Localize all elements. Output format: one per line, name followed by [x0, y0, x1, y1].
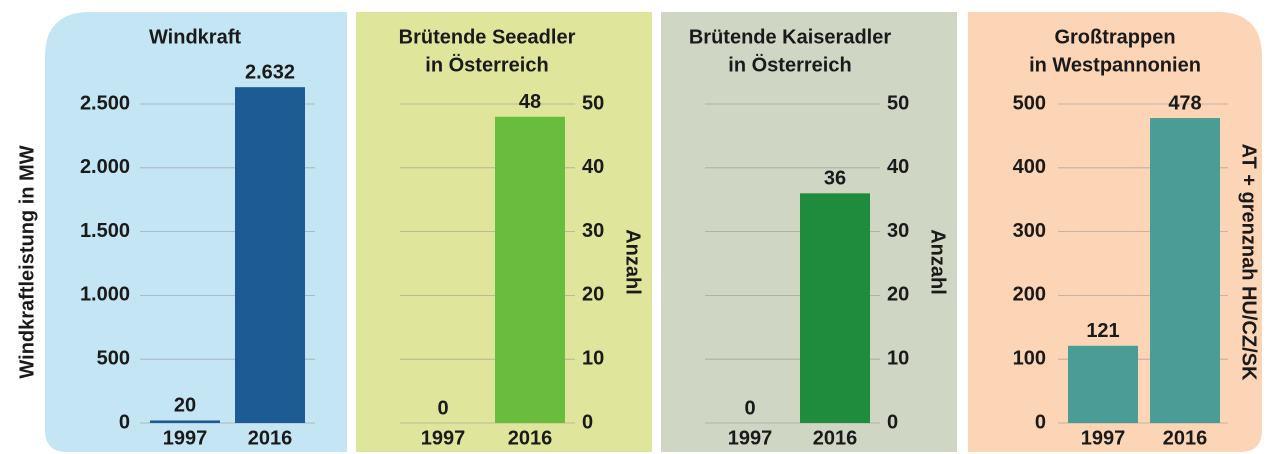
data-label: 20 — [174, 395, 196, 417]
y-tick-label: 0 — [1035, 411, 1046, 433]
y-tick-label: 30 — [582, 220, 604, 242]
data-label: 48 — [519, 91, 541, 113]
y-tick-label: 20 — [582, 284, 604, 306]
x-tick-label: 1997 — [421, 427, 466, 449]
y-tick-label: 100 — [1013, 347, 1046, 369]
bar — [495, 117, 565, 423]
chart-title: in Österreich — [728, 53, 851, 76]
x-tick-label: 1997 — [1081, 427, 1126, 449]
y-tick-label: 20 — [887, 284, 909, 306]
x-tick-label: 2016 — [508, 427, 553, 449]
bar — [235, 87, 305, 423]
y-tick-label: 0 — [119, 411, 130, 433]
y-tick-label: 40 — [887, 156, 909, 178]
y-tick-label: 1.500 — [80, 220, 130, 242]
data-label: 478 — [1168, 92, 1201, 114]
chart-title: Windkraft — [149, 26, 241, 48]
y-tick-label: 500 — [97, 347, 130, 369]
y-axis-label: AT + grenznah HU/CZ/SK — [1238, 144, 1260, 381]
y-tick-label: 30 — [887, 220, 909, 242]
y-tick-label: 1.000 — [80, 284, 130, 306]
y-tick-label: 300 — [1013, 220, 1046, 242]
bar — [800, 193, 870, 423]
chart-page: 05001.0001.5002.0002.500WindkraftWindkra… — [0, 0, 1269, 454]
y-axis-label: Windkraftleistung in MW — [16, 145, 38, 378]
bar — [150, 420, 220, 423]
data-label: 36 — [824, 168, 846, 190]
x-tick-label: 1997 — [163, 427, 208, 449]
bar — [1150, 118, 1220, 423]
y-tick-label: 400 — [1013, 156, 1046, 178]
chart-title: in Westpannonien — [1029, 54, 1201, 76]
y-tick-label: 200 — [1013, 284, 1046, 306]
y-tick-label: 0 — [887, 411, 898, 433]
data-label: 0 — [437, 397, 448, 419]
data-label: 0 — [744, 397, 755, 419]
bar — [1068, 346, 1138, 423]
y-tick-label: 2.000 — [80, 156, 130, 178]
y-tick-label: 10 — [887, 347, 909, 369]
y-axis-label: Anzahl — [622, 229, 644, 295]
y-tick-label: 0 — [582, 411, 593, 433]
x-tick-label: 2016 — [248, 427, 293, 449]
y-axis-label: Anzahl — [927, 229, 949, 295]
y-tick-label: 50 — [582, 92, 604, 114]
chart-title: Brütende Kaiseradler — [689, 26, 892, 48]
y-tick-label: 50 — [887, 92, 909, 114]
data-label: 121 — [1086, 320, 1119, 342]
x-tick-label: 2016 — [813, 427, 858, 449]
y-tick-label: 10 — [582, 347, 604, 369]
chart-title: in Österreich — [425, 53, 548, 76]
x-tick-label: 2016 — [1163, 427, 1208, 449]
chart-title: Großtrappen — [1054, 26, 1175, 48]
y-tick-label: 2.500 — [80, 92, 130, 114]
x-tick-label: 1997 — [728, 427, 773, 449]
y-tick-label: 500 — [1013, 92, 1046, 114]
y-tick-label: 40 — [582, 156, 604, 178]
chart-title: Brütende Seeadler — [399, 26, 576, 48]
data-label: 2.632 — [245, 61, 295, 83]
